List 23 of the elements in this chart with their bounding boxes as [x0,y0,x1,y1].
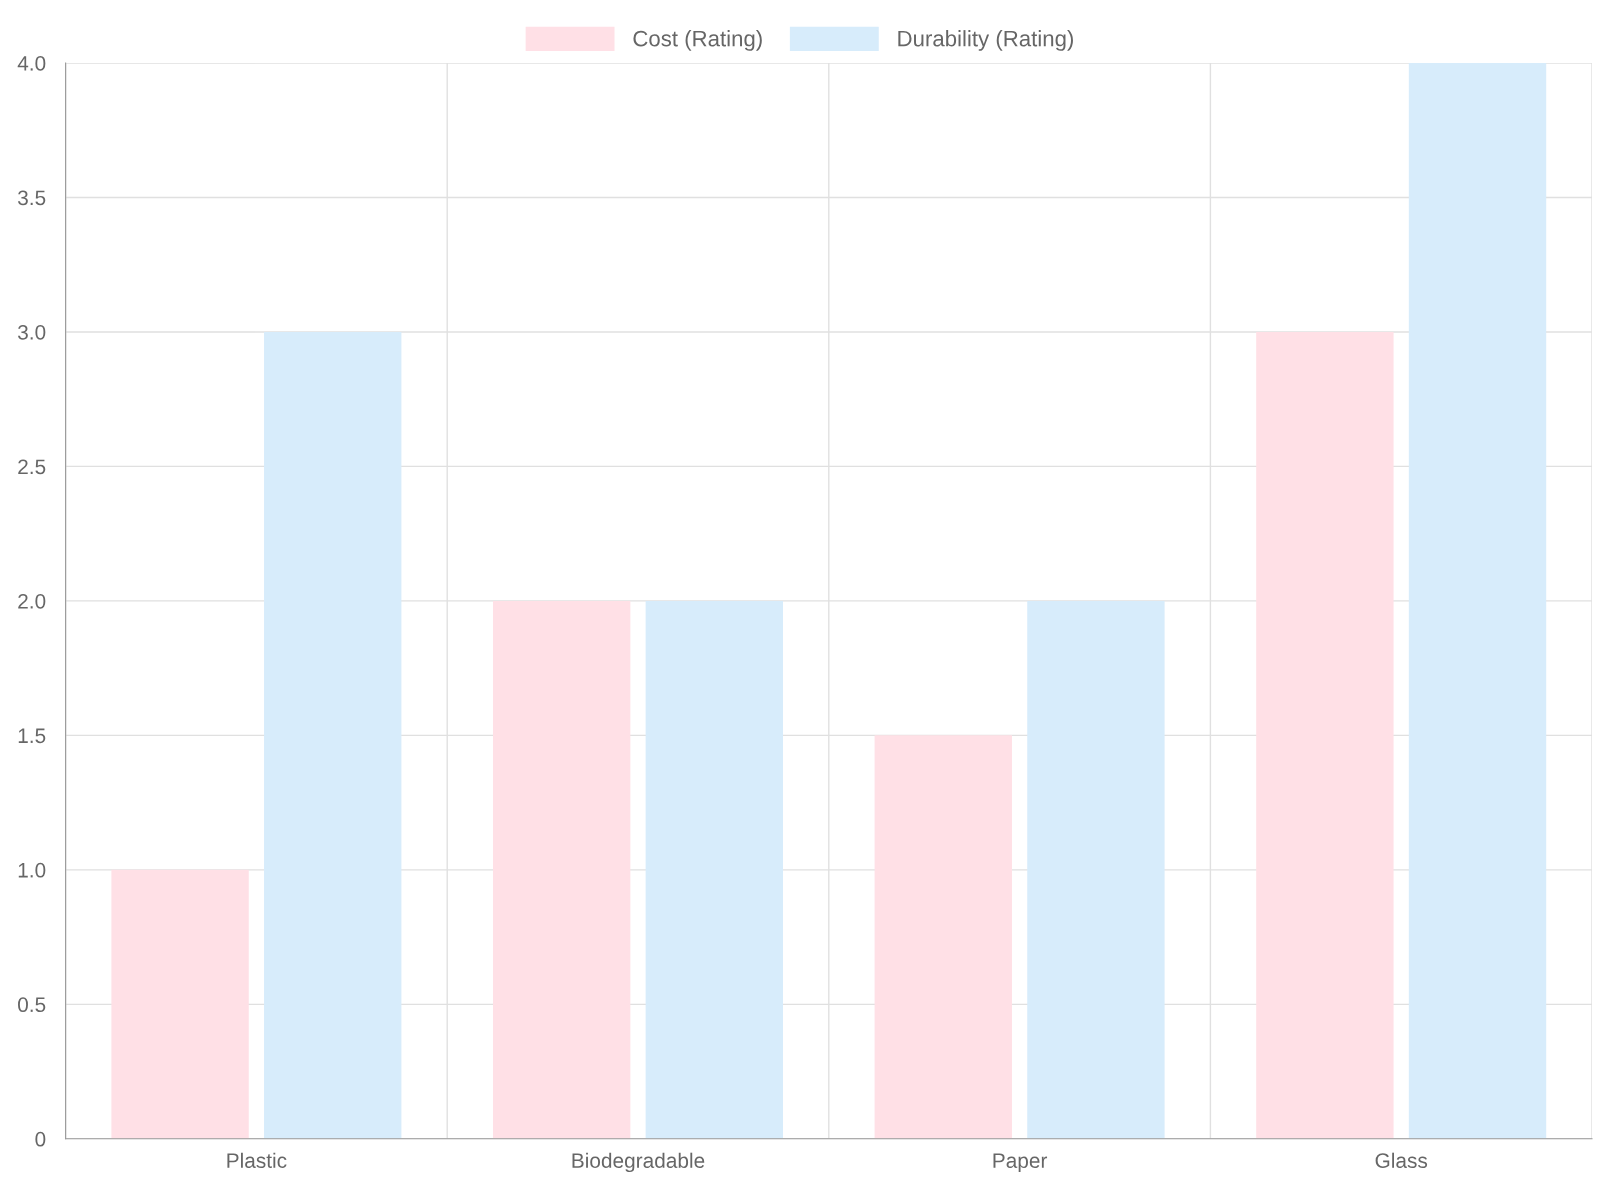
y-tick-label: 4.0 [17,56,46,71]
bar [1408,63,1547,1139]
y-tick-label: 2.5 [18,459,46,475]
bar [645,600,784,1139]
x-tick-label: Glass [1375,1152,1428,1168]
bar [874,735,1012,1139]
bar [492,600,631,1139]
y-tick-label: 3.0 [17,324,46,340]
y-tick-label: 0 [35,1131,46,1147]
y-tick-label: 0.5 [18,997,46,1013]
bar [111,869,249,1139]
y-tick-label: 2.0 [18,593,46,609]
y-tick-label: 1.5 [18,728,46,744]
y-tick-label: 1.0 [18,862,46,878]
x-tick-label: Plastic [227,1152,287,1168]
legend-label: Cost (Rating) [633,30,762,51]
bar [1256,331,1394,1139]
x-tick-label: Paper [993,1153,1048,1173]
y-tick-label: 3.5 [17,190,46,206]
bar [264,331,402,1139]
legend-label: Durability (Rating) [898,30,1073,51]
x-tick-label: Biodegradable [572,1152,705,1173]
bar [1027,600,1165,1139]
